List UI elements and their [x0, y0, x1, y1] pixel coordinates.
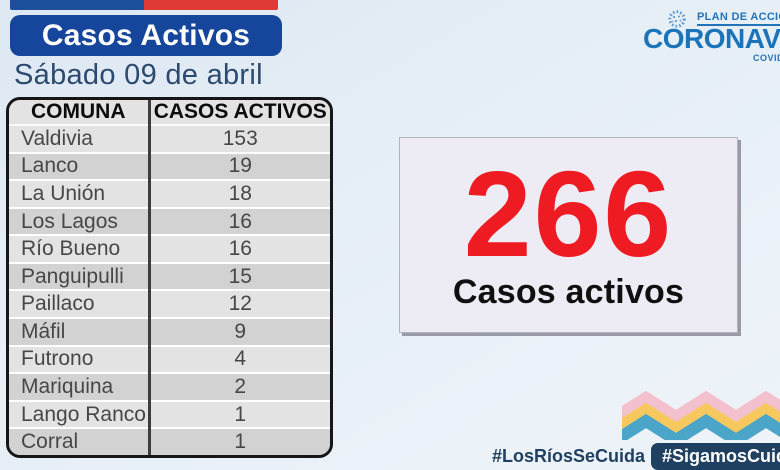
casos-cell: 4: [149, 345, 330, 375]
table-row: Río Bueno 16: [9, 235, 330, 264]
covid19-label: COVID-19: [753, 53, 780, 63]
casos-cell: 18: [149, 180, 330, 209]
table-row: Corral 1: [9, 428, 330, 455]
hashtag-sigamos-label: #SigamosCuidándonos: [662, 446, 780, 466]
casos-cell: 1: [149, 400, 330, 430]
table-row: Mariquina 2: [9, 373, 330, 402]
column-header-casos: CASOS ACTIVOS: [149, 100, 330, 126]
casos-cell: 9: [149, 318, 330, 347]
comuna-cell: La Unión: [9, 180, 151, 209]
column-header-comuna: COMUNA: [9, 100, 151, 126]
casos-cell: 19: [149, 152, 330, 182]
casos-cell: 15: [149, 262, 330, 292]
summary-card: 266 Casos activos: [399, 137, 738, 333]
table-row: Panguipulli 15: [9, 262, 330, 292]
comuna-cell: Corral: [9, 428, 151, 455]
flag-stripe-red: [144, 0, 278, 10]
comuna-cell: Futrono: [9, 345, 151, 375]
virus-icon: [668, 10, 686, 28]
zigzag-decoration: [622, 390, 780, 440]
hashtag-sigamos-badge: #SigamosCuidándonos: [651, 443, 780, 470]
table-row: Lango Ranco 1: [9, 400, 330, 430]
comuna-cell: Paillaco: [9, 290, 151, 320]
cases-table: COMUNA CASOS ACTIVOS Valdivia 153 Lanco 19…: [6, 97, 333, 458]
casos-cell: 16: [149, 235, 330, 264]
casos-cell: 16: [149, 207, 330, 237]
casos-cell: 2: [149, 373, 330, 402]
comuna-cell: Panguipulli: [9, 262, 151, 292]
comuna-cell: Máfil: [9, 318, 151, 347]
comuna-cell: Lango Ranco: [9, 400, 151, 430]
comuna-cell: Los Lagos: [9, 207, 151, 237]
date-text: Sábado 09 de abril: [14, 59, 263, 91]
hashtag-losrios: #LosRíosSeCuida: [491, 446, 645, 466]
comuna-cell: Lanco: [9, 152, 151, 182]
table-row: Paillaco 12: [9, 290, 330, 320]
casos-cell: 12: [149, 290, 330, 320]
table-row: Valdivia 153: [9, 125, 330, 154]
comuna-cell: Mariquina: [9, 373, 151, 402]
flag-stripe-blue: [10, 0, 144, 10]
table-header-row: COMUNA CASOS ACTIVOS: [9, 100, 330, 126]
comuna-cell: Río Bueno: [9, 235, 151, 264]
total-cases-number: 266: [463, 146, 674, 283]
flag-stripe: [10, 0, 278, 10]
page-title: Casos Activos: [10, 15, 282, 56]
casos-cell: 153: [149, 125, 330, 154]
coronavirus-wordmark: CORONAVIRUS: [643, 23, 780, 54]
plan-de-accion-label: PLAN DE ACCIÓN: [697, 11, 780, 26]
page-title-label: Casos Activos: [41, 18, 251, 52]
table-row: La Unión 18: [9, 180, 330, 209]
comuna-cell: Valdivia: [9, 125, 151, 154]
casos-cell: 1: [149, 428, 330, 455]
table-row: Los Lagos 16: [9, 207, 330, 237]
table-row: Futrono 4: [9, 345, 330, 375]
table-row: Lanco 19: [9, 152, 330, 182]
table-row: Máfil 9: [9, 318, 330, 347]
total-cases-label: Casos activos: [452, 272, 685, 311]
